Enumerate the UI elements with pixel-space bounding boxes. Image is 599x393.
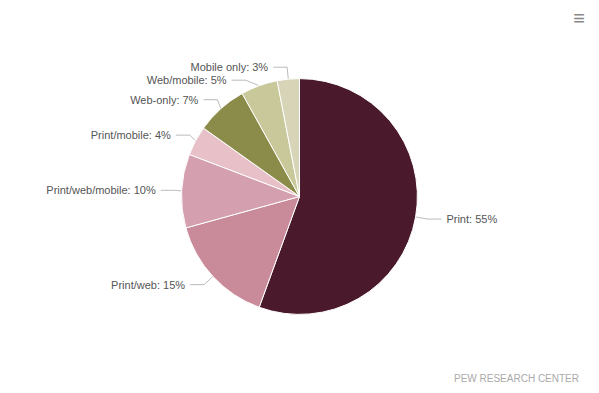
svg-text:Print/web/mobile: 10%: Print/web/mobile: 10%	[46, 184, 156, 196]
svg-text:Web-only: 7%: Web-only: 7%	[130, 94, 198, 106]
svg-text:PEW RESEARCH CENTER: PEW RESEARCH CENTER	[454, 373, 579, 384]
svg-text:Print/web: 15%: Print/web: 15%	[111, 279, 185, 291]
svg-text:Web/mobile: 5%: Web/mobile: 5%	[147, 74, 227, 86]
svg-text:Print: 55%: Print: 55%	[446, 213, 497, 225]
svg-text:≡: ≡	[573, 7, 585, 29]
svg-text:Print/mobile: 4%: Print/mobile: 4%	[91, 129, 171, 141]
svg-text:Mobile only: 3%: Mobile only: 3%	[190, 61, 268, 73]
